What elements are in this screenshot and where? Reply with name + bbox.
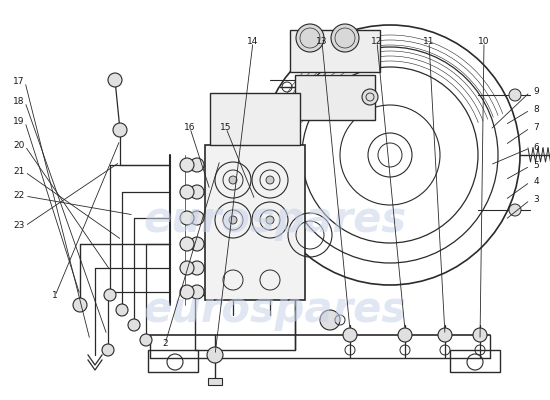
Circle shape	[108, 73, 122, 87]
Circle shape	[229, 216, 237, 224]
Circle shape	[116, 304, 128, 316]
Text: 8: 8	[534, 106, 539, 114]
Circle shape	[343, 328, 357, 342]
Circle shape	[190, 158, 204, 172]
Circle shape	[229, 176, 237, 184]
Circle shape	[190, 261, 204, 275]
Circle shape	[296, 24, 324, 52]
Bar	[290, 30, 380, 72]
Circle shape	[438, 328, 452, 342]
Text: 4: 4	[534, 178, 539, 186]
Circle shape	[473, 328, 487, 342]
Text: 11: 11	[424, 38, 434, 46]
Text: eurospares: eurospares	[144, 289, 406, 331]
Circle shape	[266, 176, 274, 184]
Circle shape	[190, 237, 204, 251]
Circle shape	[207, 347, 223, 363]
Text: 18: 18	[13, 98, 25, 106]
Circle shape	[266, 216, 274, 224]
Text: 15: 15	[220, 124, 231, 132]
Text: 22: 22	[14, 192, 25, 200]
Circle shape	[102, 344, 114, 356]
Circle shape	[180, 158, 194, 172]
Circle shape	[190, 285, 204, 299]
Text: 21: 21	[13, 168, 25, 176]
Circle shape	[320, 310, 340, 330]
Circle shape	[398, 328, 412, 342]
Circle shape	[190, 185, 204, 199]
Circle shape	[190, 211, 204, 225]
Bar	[295, 75, 375, 120]
Text: 17: 17	[13, 78, 25, 86]
Bar	[210, 93, 300, 145]
Circle shape	[509, 204, 521, 216]
Circle shape	[180, 285, 194, 299]
Circle shape	[140, 334, 152, 346]
Text: 20: 20	[13, 142, 25, 150]
Text: 3: 3	[534, 196, 539, 204]
Text: 14: 14	[248, 38, 258, 46]
Circle shape	[113, 123, 127, 137]
Bar	[148, 350, 198, 372]
Text: 19: 19	[13, 118, 25, 126]
Text: 7: 7	[534, 124, 539, 132]
Circle shape	[331, 24, 359, 52]
Circle shape	[104, 289, 116, 301]
Text: 1: 1	[52, 292, 58, 300]
Bar	[450, 350, 500, 372]
Text: eurospares: eurospares	[144, 199, 406, 241]
Text: 13: 13	[316, 38, 327, 46]
Text: 16: 16	[184, 124, 195, 132]
Circle shape	[180, 237, 194, 251]
Circle shape	[509, 89, 521, 101]
Text: 12: 12	[371, 38, 382, 46]
Text: 5: 5	[534, 162, 539, 170]
Circle shape	[73, 298, 87, 312]
Bar	[195, 295, 295, 350]
Text: 9: 9	[534, 88, 539, 96]
Circle shape	[180, 185, 194, 199]
Bar	[208, 378, 222, 385]
Bar	[205, 145, 305, 300]
Circle shape	[180, 211, 194, 225]
Circle shape	[128, 319, 140, 331]
Circle shape	[180, 261, 194, 275]
Text: 6: 6	[534, 144, 539, 152]
Text: 23: 23	[13, 222, 25, 230]
Text: 2: 2	[162, 340, 168, 348]
Text: 10: 10	[478, 38, 490, 46]
Circle shape	[362, 89, 378, 105]
